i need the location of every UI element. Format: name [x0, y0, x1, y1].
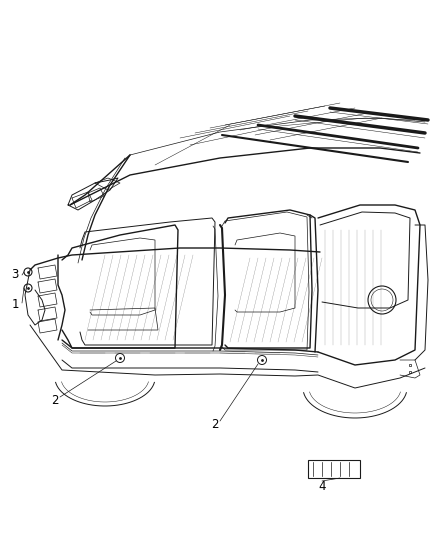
- Text: 3: 3: [11, 269, 19, 281]
- Text: 2: 2: [51, 393, 59, 407]
- Text: 1: 1: [11, 298, 19, 311]
- Text: 4: 4: [318, 481, 326, 494]
- Text: 2: 2: [211, 418, 219, 432]
